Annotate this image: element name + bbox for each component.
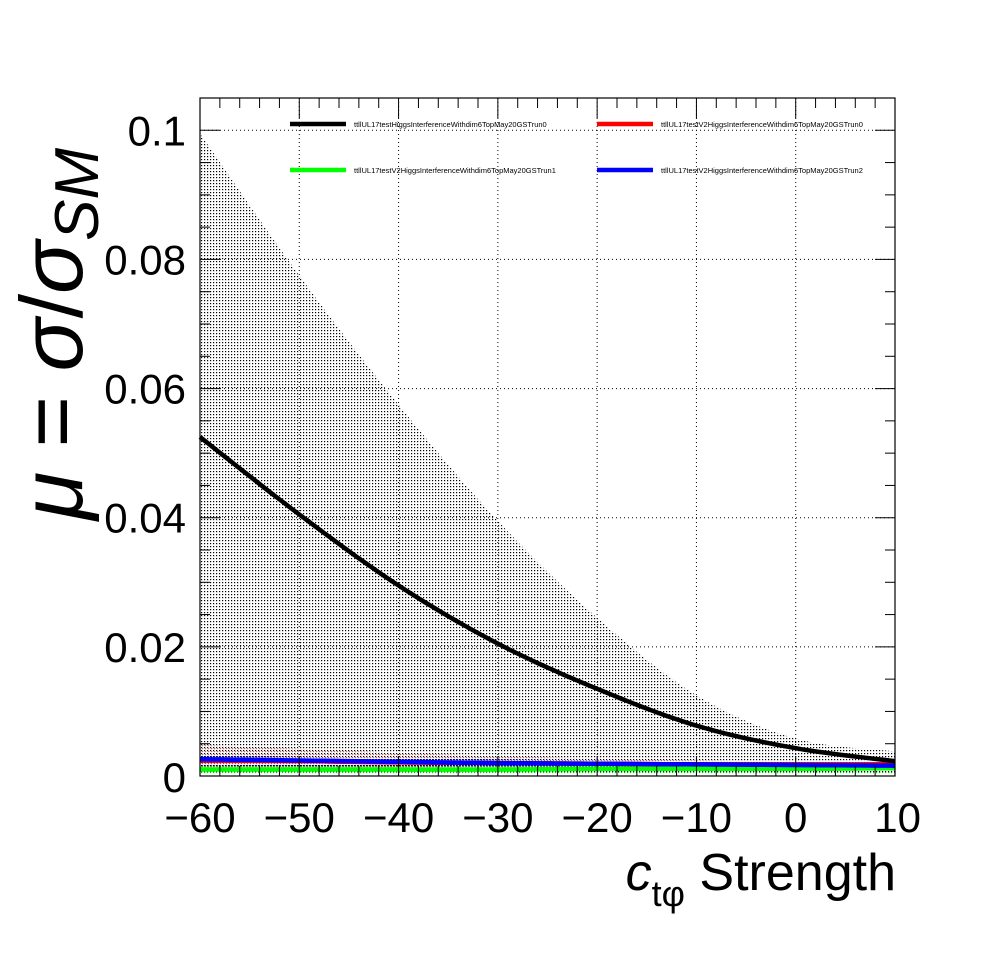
y-tick-label: 0.06	[104, 366, 186, 413]
x-axis-title-sub: tφ	[652, 873, 685, 914]
x-axis-title-c: c	[626, 844, 652, 902]
x-tick-label: −60	[164, 794, 235, 841]
y-tick-label: 0.04	[104, 495, 186, 542]
x-tick-label: 10	[874, 794, 921, 841]
x-tick-label: −10	[661, 794, 732, 841]
legend-label-1: ttllUL17testHiggsInterferenceWithdim6Top…	[354, 120, 547, 129]
y-axis-title-eq: =	[2, 371, 101, 471]
y-axis-title-sigma2: σ	[2, 238, 101, 294]
line-series-4	[199, 756, 896, 768]
x-tick-label: −20	[562, 794, 633, 841]
series-lines	[198, 435, 896, 772]
uncertainty-bands	[200, 133, 895, 774]
y-tick-label: 0.1	[128, 107, 186, 154]
band-series-1	[200, 133, 895, 773]
legend: ttllUL17testHiggsInterferenceWithdim6Top…	[290, 120, 863, 175]
x-tick-label: −40	[363, 794, 434, 841]
x-tick-label: −50	[264, 794, 335, 841]
y-axis-title-slash: /	[2, 293, 101, 318]
y-tick-label: 0	[163, 754, 186, 801]
line-series-3	[200, 766, 895, 772]
y-axis-title-mu: μ	[2, 472, 101, 522]
y-axis-title: μ = σ/σSM	[2, 148, 112, 522]
legend-label-2: ttllUL17testV2HiggsInterferenceWithdim6T…	[661, 120, 863, 129]
y-axis-title-sub: SM	[43, 148, 112, 241]
x-tick-labels: −60 −50 −40 −30 −20 −10 0 10	[164, 794, 921, 841]
line-series-1	[198, 435, 896, 764]
legend-label-4: ttllUL17testV2HiggsInterferenceWithdim6T…	[661, 166, 863, 175]
axis-ticks	[199, 97, 896, 777]
y-tick-label: 0.08	[104, 236, 186, 283]
y-tick-label: 0.02	[104, 624, 186, 671]
legend-label-3: ttllUL17testV2HiggsInterferenceWithdim6T…	[354, 166, 556, 175]
x-tick-label: −30	[462, 794, 533, 841]
plot-frame	[199, 97, 896, 777]
x-tick-label: 0	[784, 794, 807, 841]
x-axis-title-rest: Strength	[685, 844, 896, 902]
x-axis-title: ctφ Strength	[626, 844, 896, 914]
y-axis-title-sigma: σ	[2, 315, 101, 371]
y-tick-labels: 0 0.02 0.04 0.06 0.08 0.1	[104, 107, 186, 801]
